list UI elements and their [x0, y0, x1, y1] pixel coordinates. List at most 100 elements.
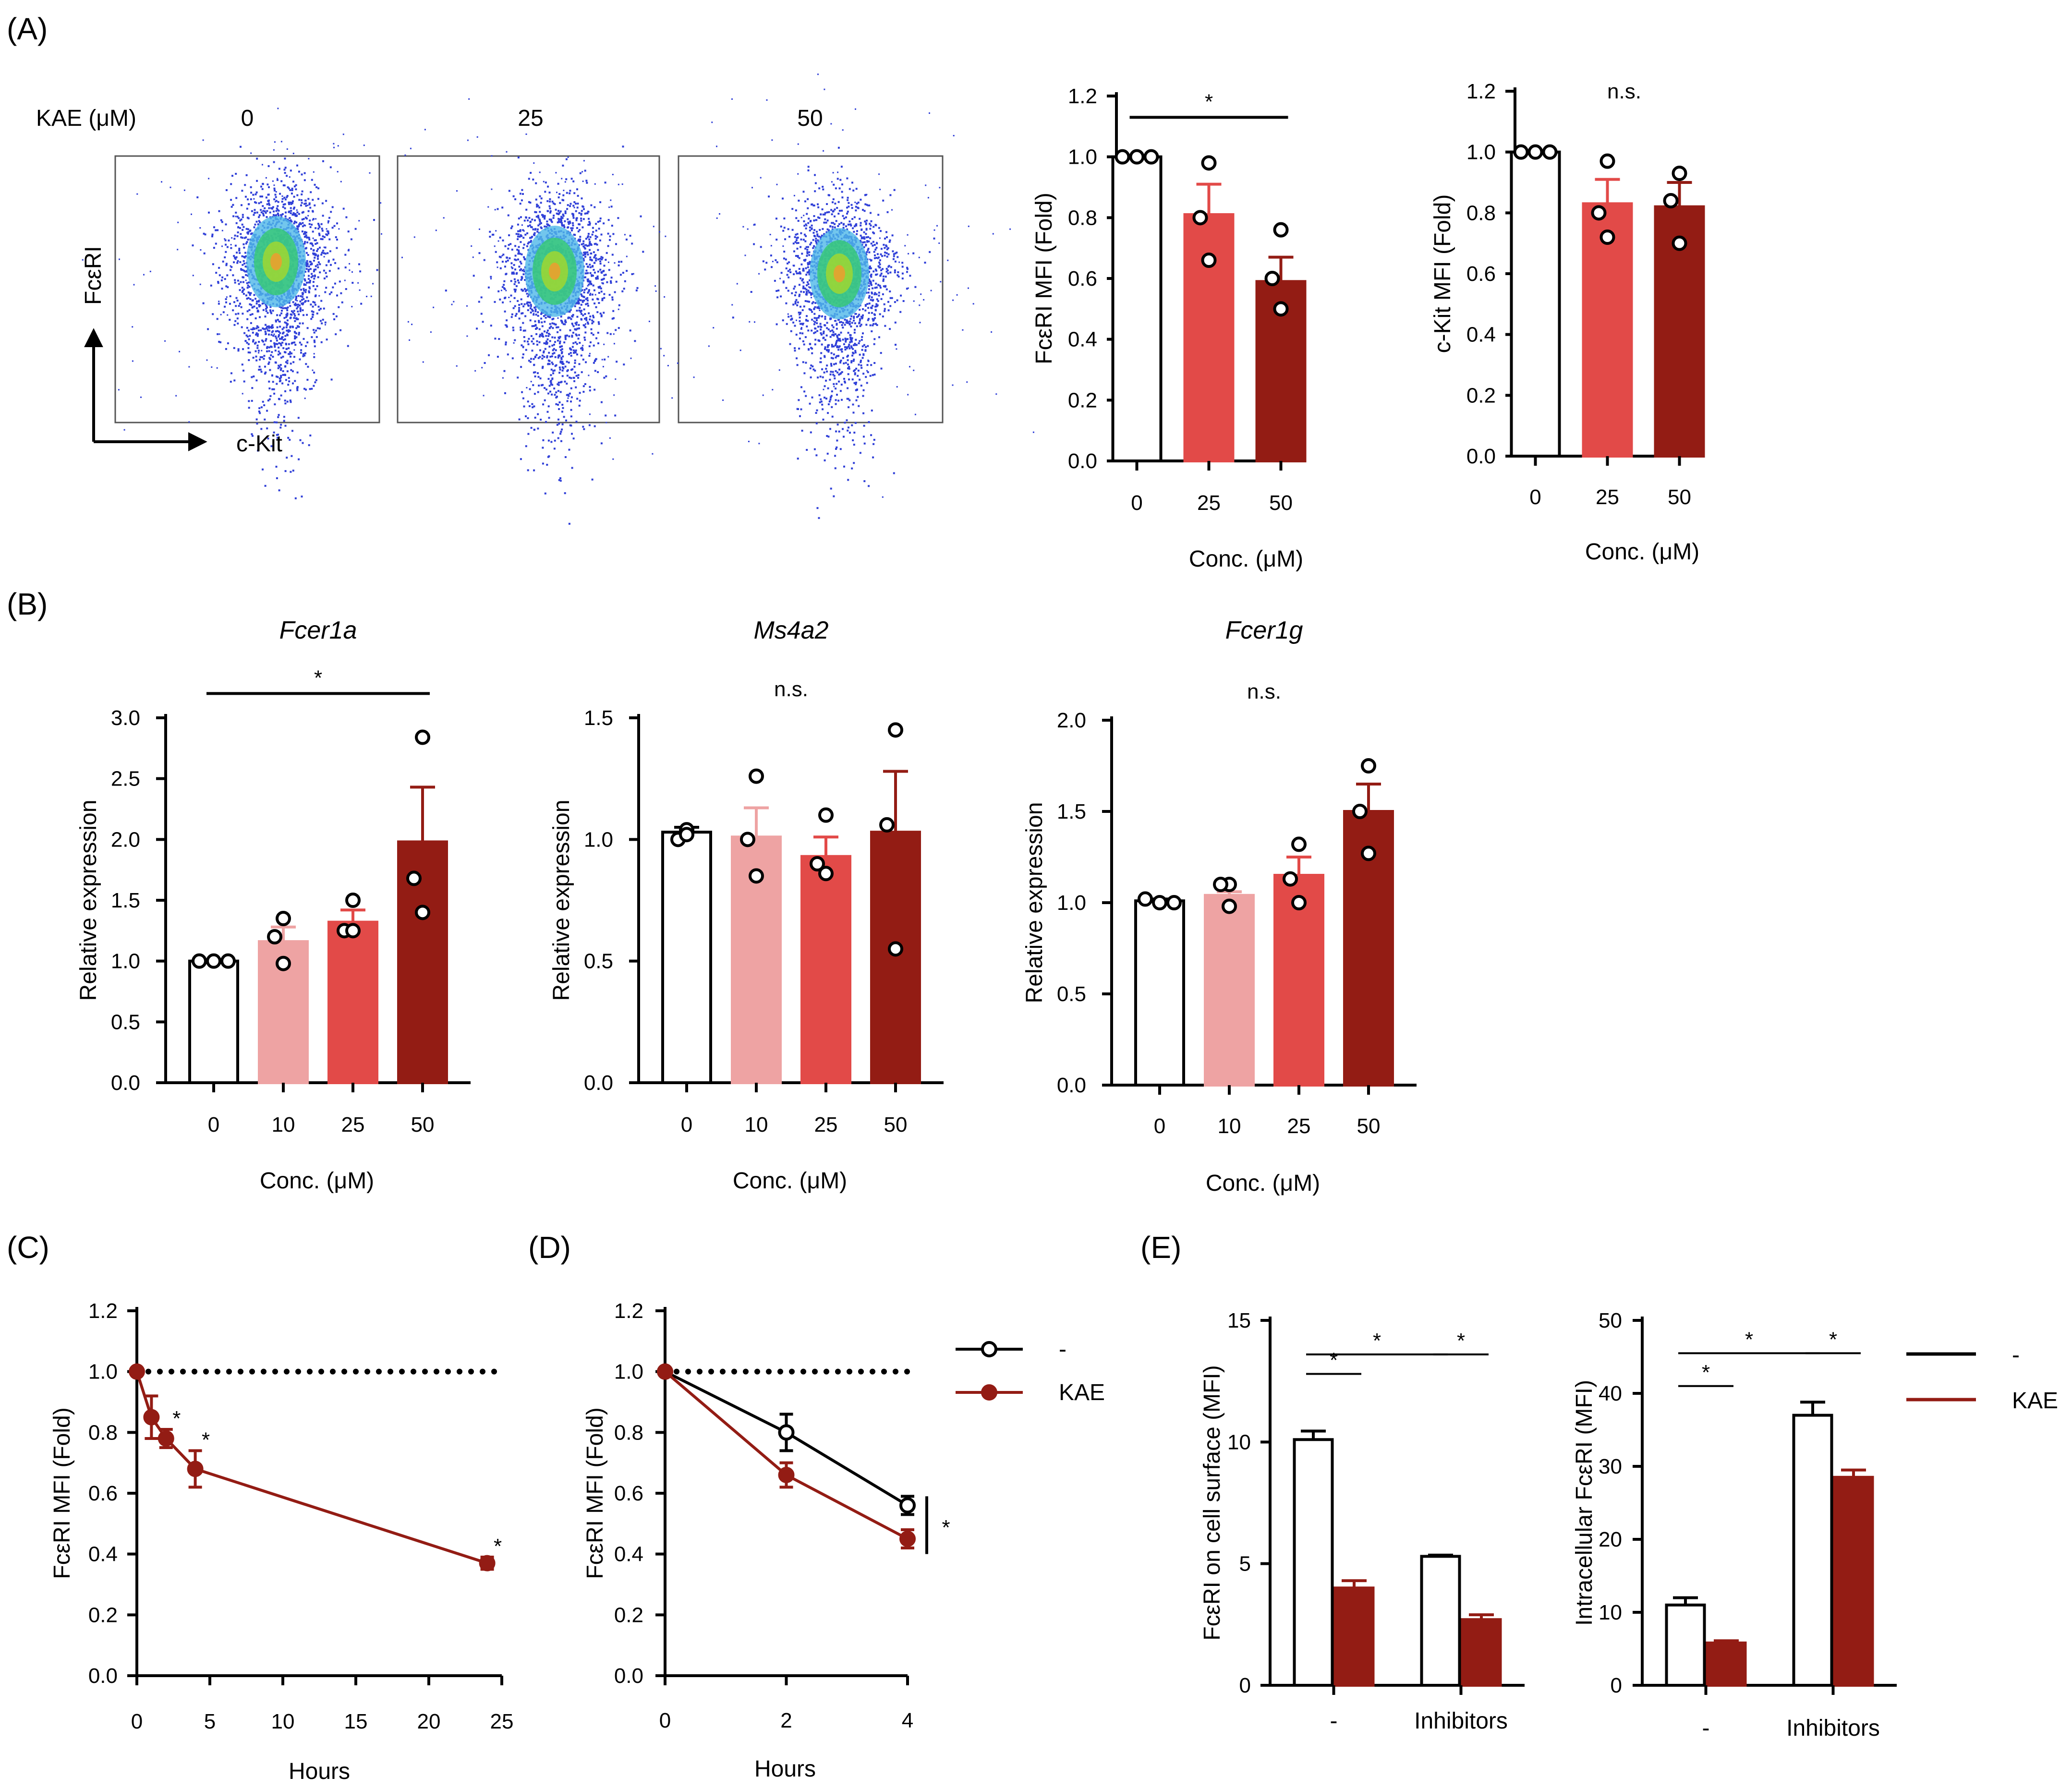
- x-tick-label: 5: [204, 1710, 216, 1733]
- panel-label-a: (A): [7, 12, 48, 46]
- y-axis-label: FcεRI MFI (Fold): [1031, 193, 1057, 364]
- time-course-comparison-line-chart: 0.0 0.2 0.4 0.6 0.8 1.0 1.2 FcεRI MFI (Fold) 0 2 4…: [582, 1299, 1105, 1782]
- x-tick-label: 0: [659, 1709, 671, 1732]
- y-tick-label: 40: [1599, 1382, 1622, 1405]
- y-tick-label: 0.5: [111, 1010, 140, 1034]
- data-point: [1192, 210, 1208, 226]
- data-point: [1129, 149, 1145, 165]
- x-tick-label: 25: [341, 1113, 365, 1136]
- chart-title: Fcer1a: [279, 616, 357, 644]
- y-tick-label: 0.8: [88, 1421, 118, 1444]
- x-tick-label: 10: [271, 1710, 295, 1733]
- density-cloud: [659, 73, 1034, 519]
- data-point: [778, 1424, 795, 1441]
- x-tick-label: 50: [1357, 1114, 1381, 1138]
- flow-cytometry-panel: KAE (μM) 0 25 50 FcεRI c-Kit: [36, 73, 1034, 525]
- significance-star: *: [942, 1516, 950, 1539]
- bar: [1706, 1641, 1747, 1687]
- y-axis-label: Intracellular FcεRI (MFI): [1572, 1380, 1597, 1626]
- y-tick-label: 5: [1239, 1552, 1251, 1576]
- significance-star: *: [1205, 90, 1213, 113]
- significance-label: n.s.: [1607, 80, 1641, 103]
- y-tick-label: 0.4: [1466, 323, 1496, 347]
- y-tick-label: 15: [1227, 1309, 1251, 1332]
- significance-star: *: [1373, 1329, 1381, 1353]
- y-tick-label: 10: [1599, 1601, 1622, 1624]
- data-point: [899, 1531, 916, 1547]
- data-point: [1527, 144, 1543, 160]
- data-point: [345, 893, 361, 908]
- data-point: [1283, 871, 1298, 887]
- y-tick-label: 0.6: [614, 1482, 643, 1505]
- y-tick-label: 0.4: [1068, 328, 1097, 351]
- data-point: [1599, 153, 1615, 169]
- x-tick-label: 4: [902, 1709, 913, 1732]
- data-point: [1663, 193, 1679, 208]
- x-tick-label: 0: [131, 1710, 143, 1733]
- x-tick-label: 10: [745, 1113, 768, 1136]
- surface-fceri-grouped-bar-chart: 0 5 10 15 FcεRI on cell surface (MFI) - Inhibi…: [1200, 1309, 1525, 1734]
- y-tick-label: 2.5: [111, 767, 140, 791]
- panel-label-d: (D): [528, 1230, 571, 1265]
- significance-star: *: [314, 666, 322, 689]
- y-tick-label: 0.0: [111, 1071, 140, 1095]
- x-tick-label: 50: [411, 1113, 435, 1136]
- y-tick-label: 1.0: [1057, 891, 1086, 915]
- kae-concentration-label: KAE (μM): [36, 106, 136, 131]
- x-tick-label: 25: [814, 1113, 838, 1136]
- data-point: [1152, 895, 1167, 910]
- y-tick-label: 0: [1611, 1674, 1622, 1697]
- data-point: [158, 1430, 174, 1447]
- data-point: [129, 1363, 145, 1380]
- x-axis-label: Hours: [289, 1759, 350, 1784]
- bar: [1461, 1618, 1502, 1687]
- data-point: [1361, 846, 1376, 861]
- x-tick-label: 25: [490, 1710, 514, 1733]
- y-tick-label: 0.0: [1068, 449, 1097, 473]
- x-tick-label: 50: [1668, 485, 1691, 509]
- significance-star: *: [202, 1428, 210, 1451]
- y-tick-label: 0.2: [88, 1603, 118, 1627]
- data-point: [778, 1467, 795, 1483]
- data-point: [749, 868, 764, 884]
- significance-star: *: [1330, 1348, 1338, 1372]
- bar: [327, 920, 378, 1084]
- y-tick-label: 0.0: [88, 1664, 118, 1688]
- y-tick-label: 1.2: [88, 1299, 118, 1323]
- data-point: [415, 905, 430, 920]
- flow-plot-50: [659, 73, 1034, 519]
- x-tick-label: 0: [1529, 485, 1541, 509]
- bar: [1792, 1414, 1833, 1687]
- ckit-mfi-bar-chart: 0.0 0.2 0.4 0.6 0.8 1.0 1.2 c-Kit MFI (Fold) 0 25…: [1430, 80, 1705, 565]
- y-tick-label: 1.0: [111, 950, 140, 973]
- y-tick-label: 20: [1599, 1528, 1622, 1551]
- data-point: [1166, 895, 1182, 910]
- flow-conc-0: 0: [241, 106, 254, 131]
- x-tick-label: 0: [1131, 491, 1142, 515]
- x-tick-label: 20: [417, 1710, 441, 1733]
- x-tick-label: 15: [344, 1710, 368, 1733]
- data-point: [1273, 222, 1289, 238]
- data-point: [345, 923, 361, 939]
- x-tick-label: 25: [1596, 485, 1619, 509]
- y-axis-label: Relative expression: [1022, 802, 1047, 1003]
- chart-title: Fcer1g: [1225, 616, 1303, 644]
- bar: [1293, 1438, 1334, 1687]
- bar: [1333, 1586, 1375, 1687]
- x-tick-label: 50: [884, 1113, 908, 1136]
- legend-label: KAE: [2012, 1388, 2058, 1414]
- significance-label: n.s.: [1247, 680, 1281, 703]
- data-point: [679, 827, 694, 843]
- data-point: [1542, 144, 1558, 160]
- data-point: [1591, 205, 1607, 221]
- time-course-line-chart: 0.0 0.2 0.4 0.6 0.8 1.0 1.2 FcεRI MFI (Fold) 0 5 1…: [49, 1299, 513, 1784]
- flow-x-axis-label: c-Kit: [236, 431, 282, 457]
- fceri-mfi-bar-chart: 0.0 0.2 0.4 0.6 0.8 1.0 1.2 FcεRI MFI (Fold) 0 25…: [1031, 85, 1307, 572]
- data-point: [888, 941, 903, 957]
- y-tick-label: 0.5: [584, 950, 613, 973]
- y-tick-label: 1.0: [584, 828, 613, 851]
- x-tick-label: Inhibitors: [1786, 1716, 1880, 1741]
- y-tick-label: 1.0: [88, 1360, 118, 1384]
- significance-star: *: [1457, 1329, 1465, 1353]
